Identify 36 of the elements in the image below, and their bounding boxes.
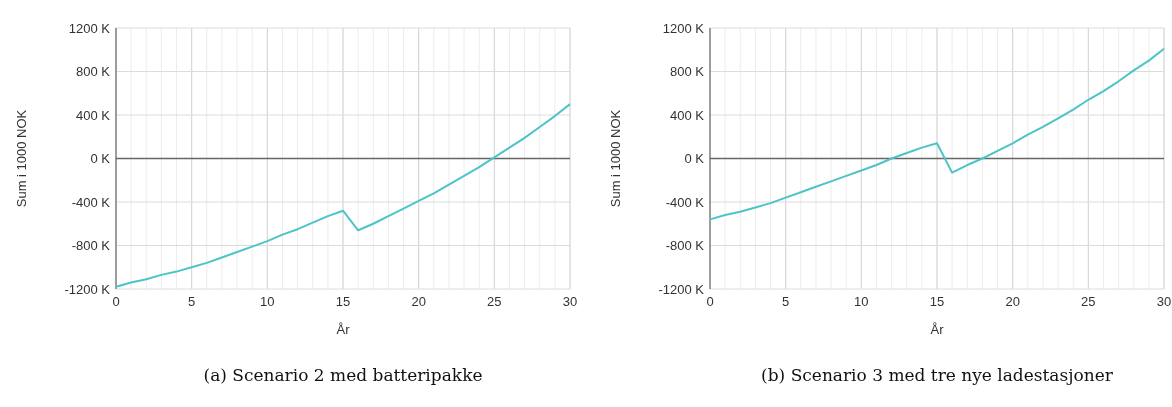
text: (b) Scenario 3 med tre nye ladestasjoner [761,365,1114,385]
x-tick-label: 5 [188,294,196,309]
y-tick-label: -800 K [665,238,705,254]
text: (a) Scenario 2 med batteripakke [203,365,483,385]
x-tick-label: 15 [335,294,351,309]
x-tick-label: 25 [487,294,502,309]
x-axis-title: År [930,322,945,337]
x-tick-label: 0 [706,294,714,309]
y-tick-label: 800 K [76,64,111,80]
y-axis-title: Sum i 1000 NOK [14,109,29,208]
x-tick-label: 30 [562,294,578,309]
y-tick-label: -1200 K [658,281,705,297]
y-tick-label: 400 K [76,107,111,123]
x-tick-label: 15 [929,294,945,309]
y-tick-label: 1200 K [662,20,705,36]
y-tick-label: -1200 K [64,281,111,297]
x-tick-label: 0 [112,294,120,309]
y-tick-label: 0 K [90,151,111,167]
y-axis-title: Sum i 1000 NOK [608,109,623,208]
x-tick-label: 10 [260,294,275,309]
y-tick-label: 0 K [684,151,705,167]
y-tick-label: 1200 K [68,20,111,36]
x-tick-label: 30 [1156,294,1172,309]
y-tick-label: 400 K [670,107,705,123]
x-tick-label: 5 [782,294,790,309]
x-axis-title: År [336,322,351,337]
y-tick-label: -400 K [665,194,705,210]
y-tick-label: -400 K [71,194,111,210]
x-tick-label: 20 [411,294,426,309]
x-tick-label: 25 [1081,294,1096,309]
y-tick-label: 800 K [670,64,705,80]
x-tick-label: 10 [854,294,869,309]
x-tick-label: 20 [1005,294,1020,309]
line-series [709,47,1165,221]
y-tick-label: -800 K [71,238,111,254]
line-series [115,103,571,288]
